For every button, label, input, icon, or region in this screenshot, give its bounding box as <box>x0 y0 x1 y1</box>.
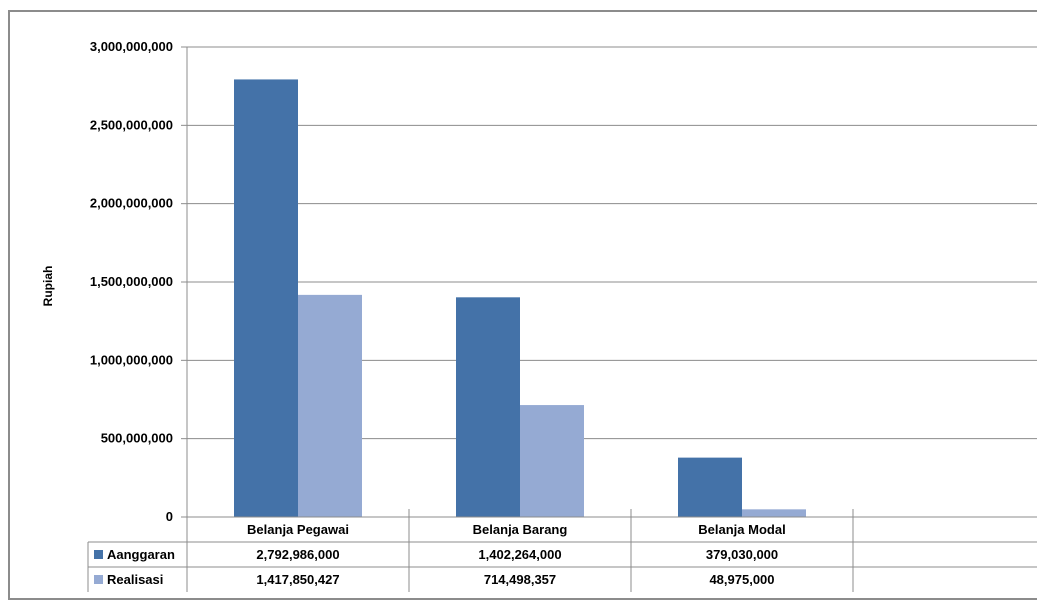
data-label: 2,792,986,000 <box>256 547 339 562</box>
y-tick-label: 500,000,000 <box>101 431 173 446</box>
legend-swatch <box>94 575 103 584</box>
bar-chart: 0 500,000,000 1,000,000,000 1,500,000,000 2,… <box>41 39 1037 592</box>
bar-realisasi-1 <box>520 405 584 517</box>
legend-swatch <box>94 550 103 559</box>
legend-label: Aanggaran <box>107 547 175 562</box>
data-label: 379,030,000 <box>706 547 778 562</box>
y-tick-label: 1,000,000,000 <box>90 352 173 367</box>
y-axis-title: Rupiah <box>41 266 55 307</box>
category-label: Belanja Pegawai <box>247 522 349 537</box>
y-tick-label: 3,000,000,000 <box>90 39 173 54</box>
data-label: 1,417,850,427 <box>256 572 339 587</box>
category-label: Belanja Barang <box>473 522 568 537</box>
y-tick-label: 0 <box>166 509 173 524</box>
legend-label: Realisasi <box>107 572 163 587</box>
data-label: 714,498,357 <box>484 572 556 587</box>
bar-aanggaran-0 <box>234 79 298 517</box>
bars <box>234 79 806 517</box>
chart-frame: 0 500,000,000 1,000,000,000 1,500,000,000 2,… <box>8 10 1037 600</box>
y-tick-label: 2,500,000,000 <box>90 117 173 132</box>
data-label: 48,975,000 <box>709 572 774 587</box>
y-tick-label: 1,500,000,000 <box>90 274 173 289</box>
bar-aanggaran-1 <box>456 297 520 517</box>
bar-realisasi-0 <box>298 294 362 517</box>
bar-aanggaran-2 <box>678 457 742 517</box>
y-tick-label: 2,000,000,000 <box>90 196 173 211</box>
bar-realisasi-2 <box>742 509 806 517</box>
y-axis-ticks: 0 500,000,000 1,000,000,000 1,500,000,000 2,… <box>90 39 173 524</box>
data-label: 1,402,264,000 <box>478 547 561 562</box>
category-label: Belanja Modal <box>698 522 785 537</box>
data-table: Belanja Pegawai Belanja Barang Belanja Mod… <box>87 509 1037 592</box>
